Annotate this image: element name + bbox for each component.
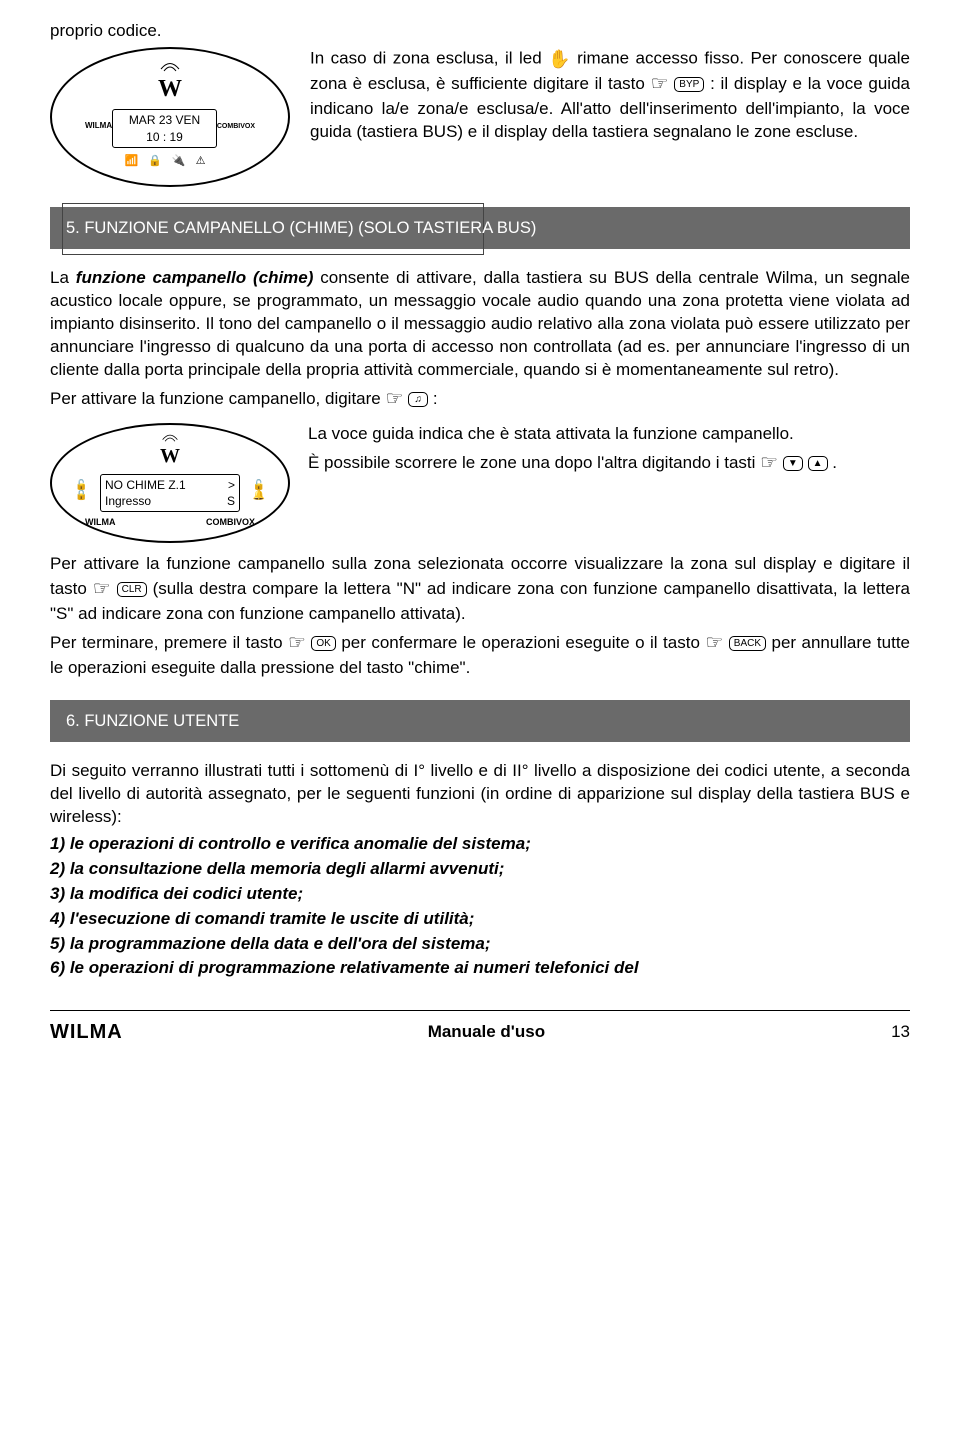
sec5-p1: La funzione campanello (chime) consente …	[50, 267, 910, 382]
device-bottom-icons: 📶🔒🔌⚠	[125, 154, 216, 169]
footer-logo: WILMA	[50, 1019, 123, 1046]
left-side-icons: 🔓🔒	[75, 481, 87, 501]
keypad-device-2: W 🔓🔒 NO CHIME Z.1 > Ingresso S 🔓🔔 WILMA CO…	[50, 423, 290, 543]
hand-point-icon: ☞	[760, 450, 778, 477]
screen-line-2-suffix: S	[227, 493, 235, 509]
page-number: 13	[850, 1021, 910, 1044]
sec6-p1: Di seguito verranno illustrati tutti i s…	[50, 760, 910, 829]
sec5-p3: La voce guida indica che è stata attivat…	[308, 423, 837, 446]
w-logo-icon: W	[160, 443, 180, 470]
clr-key: CLR	[117, 582, 147, 597]
right-side-icons: 🔓🔔	[253, 481, 265, 501]
sec5-p5: Per attivare la funzione campanello sull…	[50, 553, 910, 626]
intro-text-a: In caso di zona esclusa, il led	[310, 49, 548, 68]
wifi-icon	[159, 61, 181, 73]
sec5-p2: Per attivare la funzione campanello, dig…	[50, 386, 910, 413]
brand-right: COMBIVOX	[217, 122, 255, 131]
intro-paragraph: In caso di zona esclusa, il led ✋ rimane…	[310, 47, 910, 144]
screen-line-1-suffix: >	[228, 477, 235, 493]
brand-row: WILMA COMBIVOX	[85, 516, 255, 528]
sec5-p2-end: :	[433, 389, 438, 408]
device-screen-row: 🔓🔒 NO CHIME Z.1 > Ingresso S 🔓🔔	[75, 470, 265, 512]
device-screen-row: WILMA MAR 23 VEN 10 : 19 COMBIVOX	[85, 105, 255, 147]
list-item: 5) la programmazione della data e dell'o…	[50, 933, 910, 956]
byp-key: BYP	[674, 77, 704, 92]
sec5-p4b: .	[832, 453, 837, 472]
chime-text: La voce guida indica che è stata attivat…	[308, 423, 837, 481]
intro-block: W WILMA MAR 23 VEN 10 : 19 COMBIVOX 📶🔒🔌⚠…	[50, 47, 910, 187]
brand-left: WILMA	[85, 121, 112, 132]
list-item: 4) l'esecuzione di comandi tramite le us…	[50, 908, 910, 931]
list-item: 2) la consultazione della memoria degli …	[50, 858, 910, 881]
list-item: 1) le operazioni di controllo e verifica…	[50, 833, 910, 856]
section-6-title: 6. FUNZIONE UTENTE	[66, 712, 239, 730]
keypad-device-1: W WILMA MAR 23 VEN 10 : 19 COMBIVOX 📶🔒🔌⚠	[50, 47, 290, 187]
list-item: 3) la modifica dei codici utente;	[50, 883, 910, 906]
section-5-title: 5. FUNZIONE CAMPANELLO (CHIME) (SOLO TAS…	[66, 219, 536, 237]
function-list: 1) le operazioni di controllo e verifica…	[50, 833, 910, 981]
lock-icon: 🔒	[148, 155, 172, 167]
device-screen: MAR 23 VEN 10 : 19	[112, 109, 217, 147]
sec5-p6b: per confermare le operazioni eseguite o …	[341, 633, 705, 652]
chime-key: ♫	[408, 392, 428, 407]
section-6-header: 6. FUNZIONE UTENTE	[50, 700, 910, 742]
screen-line-1: MAR 23 VEN	[119, 112, 210, 128]
hand-point-icon: ☞	[93, 576, 111, 603]
back-key: BACK	[729, 636, 766, 651]
sec5-p6a: Per terminare, premere il tasto	[50, 633, 288, 652]
screen-line-2: 10 : 19	[119, 129, 210, 145]
hand-led-icon: ✋	[548, 47, 570, 71]
up-key: ▲	[808, 456, 828, 471]
section-5-header: 5. FUNZIONE CAMPANELLO (CHIME) (SOLO TAS…	[50, 207, 910, 249]
hand-point-icon: ☞	[385, 386, 403, 413]
antenna-icon: 📶	[125, 155, 149, 167]
sec5-p4a: È possibile scorrere le zone una dopo l'…	[308, 453, 760, 472]
footer-title: Manuale d'uso	[123, 1021, 850, 1044]
device-screen: NO CHIME Z.1 > Ingresso S	[100, 474, 240, 512]
top-fragment: proprio codice.	[50, 20, 910, 43]
sec5-p5b: (sulla destra compare la lettera "N" ad …	[50, 579, 910, 623]
sec5-p2-text: Per attivare la funzione campanello, dig…	[50, 389, 381, 408]
plug-icon: 🔌	[172, 155, 196, 167]
w-logo-icon: W	[158, 73, 182, 105]
down-key: ▼	[783, 456, 803, 471]
hand-point-icon: ☞	[651, 71, 669, 98]
screen-line-1: NO CHIME Z.1	[105, 477, 186, 493]
wifi-icon	[161, 433, 179, 443]
sec5-p4: È possibile scorrere le zone una dopo l'…	[308, 450, 837, 477]
page: proprio codice. W WILMA MAR 23 VEN 10 : …	[0, 0, 960, 1066]
warning-icon: ⚠	[196, 155, 216, 167]
hand-point-icon: ☞	[288, 630, 306, 657]
ok-key: OK	[311, 636, 335, 651]
hand-point-icon: ☞	[705, 630, 723, 657]
screen-line-2: Ingresso	[105, 493, 151, 509]
brand-right: COMBIVOX	[206, 516, 255, 528]
list-item: 6) le operazioni di programmazione relat…	[50, 957, 910, 980]
page-footer: WILMA Manuale d'uso 13	[50, 1010, 910, 1046]
sec5-p6: Per terminare, premere il tasto ☞ OK per…	[50, 630, 910, 680]
brand-left: WILMA	[85, 516, 116, 528]
chime-block: W 🔓🔒 NO CHIME Z.1 > Ingresso S 🔓🔔 WILMA CO…	[50, 423, 910, 543]
